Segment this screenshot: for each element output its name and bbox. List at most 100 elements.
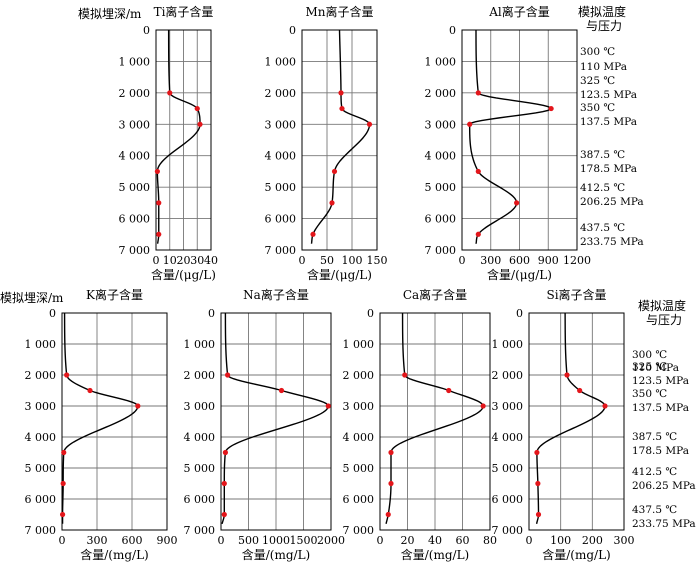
y-tick-label: 1 000 [119,55,151,68]
x-tick-label: 20 [177,254,191,267]
data-point [402,372,408,378]
x-tick-label: 500 [238,534,259,547]
plot-frame [379,312,491,531]
data-point [221,480,227,487]
y-tick-label: 5 000 [492,462,524,475]
y-tick-label: 6 000 [343,493,375,506]
cond-pressure-1: 110 MPa [580,61,627,73]
y-tick-label: 7 000 [425,244,457,257]
y-tick-label: 5 000 [343,462,375,475]
x-tick-label: 0 [59,534,66,547]
cond-temp-6b: 437.5 ℃ [632,504,677,516]
plot-frame [61,312,168,531]
y-tick-label: 1 000 [492,338,524,351]
x-tick-label: 0 [377,534,384,547]
x-tick-label: 50 [320,254,334,267]
y-tick-label: 2 000 [265,87,297,100]
data-point [325,403,331,409]
cond-pressure-3b: 137.5 MPa [632,402,689,414]
data-point [548,105,554,112]
data-point [514,200,520,206]
y-tick-label: 3 000 [265,118,297,131]
data-point [535,511,542,518]
x-tick-label: 1500 [290,534,318,547]
conditions-top: 300 ℃ 110 MPa 325 ℃ 123.5 MPa 350 ℃ 137.… [580,46,644,248]
series-line [310,29,371,244]
y-tick-label: 7 000 [265,244,297,257]
cond-pressure-6b: 233.75 MPa [632,518,696,530]
cond-pressure-5: 206.25 MPa [580,196,644,208]
y-tick-label: 1 000 [343,338,375,351]
x-tick-label: 100 [342,254,363,267]
y-tick-label: 4 000 [425,150,457,163]
cond-temp-3: 350 ℃ [580,102,615,114]
data-point [329,200,335,206]
data-point [135,403,141,409]
cond-pressure-3: 137.5 MPa [580,116,637,128]
x-tick-label: 0 [153,254,160,267]
y-tick-label: 6 000 [184,493,216,506]
y-tick-label: 6 000 [425,213,457,226]
x-tick-label: 1200 [563,254,591,267]
y-tick-label: 2 000 [492,369,524,382]
x-tick-label: 0 [299,254,306,267]
y-tick-label: 0 [49,307,56,320]
data-point [61,449,67,456]
conditions-bottom: 300 ℃ 110 MPa 325 ℃ 123.5 MPa 350 ℃ 137.… [632,349,696,530]
x-tick-label: 600 [122,534,143,547]
data-point [339,105,345,112]
cond-title-top-2: 与压力 [586,19,622,33]
chart-title: Ca离子含量 [403,287,467,302]
data-point [59,511,66,518]
y-tick-label: 2 000 [343,369,375,382]
cond-temp-4: 387.5 ℃ [580,149,625,161]
series-line [385,313,484,524]
data-point [167,90,173,96]
plot-frame [220,312,332,531]
cond-temp-2b-visible: 325 ℃ [632,361,667,373]
y-tick-label: 4 000 [492,431,524,444]
cond-pressure-4: 178.5 MPa [580,163,637,175]
y-tick-label: 1 000 [265,55,297,68]
y-tick-label: 7 000 [25,524,57,537]
cond-pressure-6: 233.75 MPa [580,236,644,248]
cond-pressure-4b: 178.5 MPa [632,445,689,457]
x-tick-label: 30 [190,254,204,267]
chart-title: Al离子含量 [488,4,550,19]
data-point [366,121,373,127]
cond-temp-1b: 300 ℃ [632,349,667,361]
x-tick-label: 900 [157,534,178,547]
cond-pressure-2: 123.5 MPa [580,89,637,101]
data-point [480,403,486,409]
y-tick-label: 7 000 [492,524,524,537]
y-tick-label: 1 000 [25,338,57,351]
x-tick-label: 1000 [262,534,290,547]
chart-title: Na离子含量 [243,287,309,302]
y-tick-label: 0 [516,307,523,320]
x-axis-label: 含量/(mg/L) [80,547,148,562]
y-tick-label: 2 000 [119,87,151,100]
data-point [534,449,540,456]
y-tick-label: 4 000 [119,150,151,163]
y-tick-label: 6 000 [25,493,57,506]
y-tick-label: 6 000 [119,213,151,226]
series-line [156,30,201,244]
data-point [338,90,344,96]
y-tick-label: 3 000 [492,400,524,413]
data-point [156,231,162,237]
data-point [331,168,338,175]
data-point [388,480,394,487]
chart-title: Si离子含量 [546,287,606,302]
cond-temp-6: 437.5 ℃ [580,222,625,234]
y-tick-label: 5 000 [184,462,216,475]
x-tick-label: 100 [550,534,571,547]
y-tick-label: 7 000 [119,244,151,257]
x-tick-label: 300 [614,534,635,547]
x-tick-label: 300 [480,254,501,267]
cond-title-bottom-2: 与压力 [646,313,682,327]
